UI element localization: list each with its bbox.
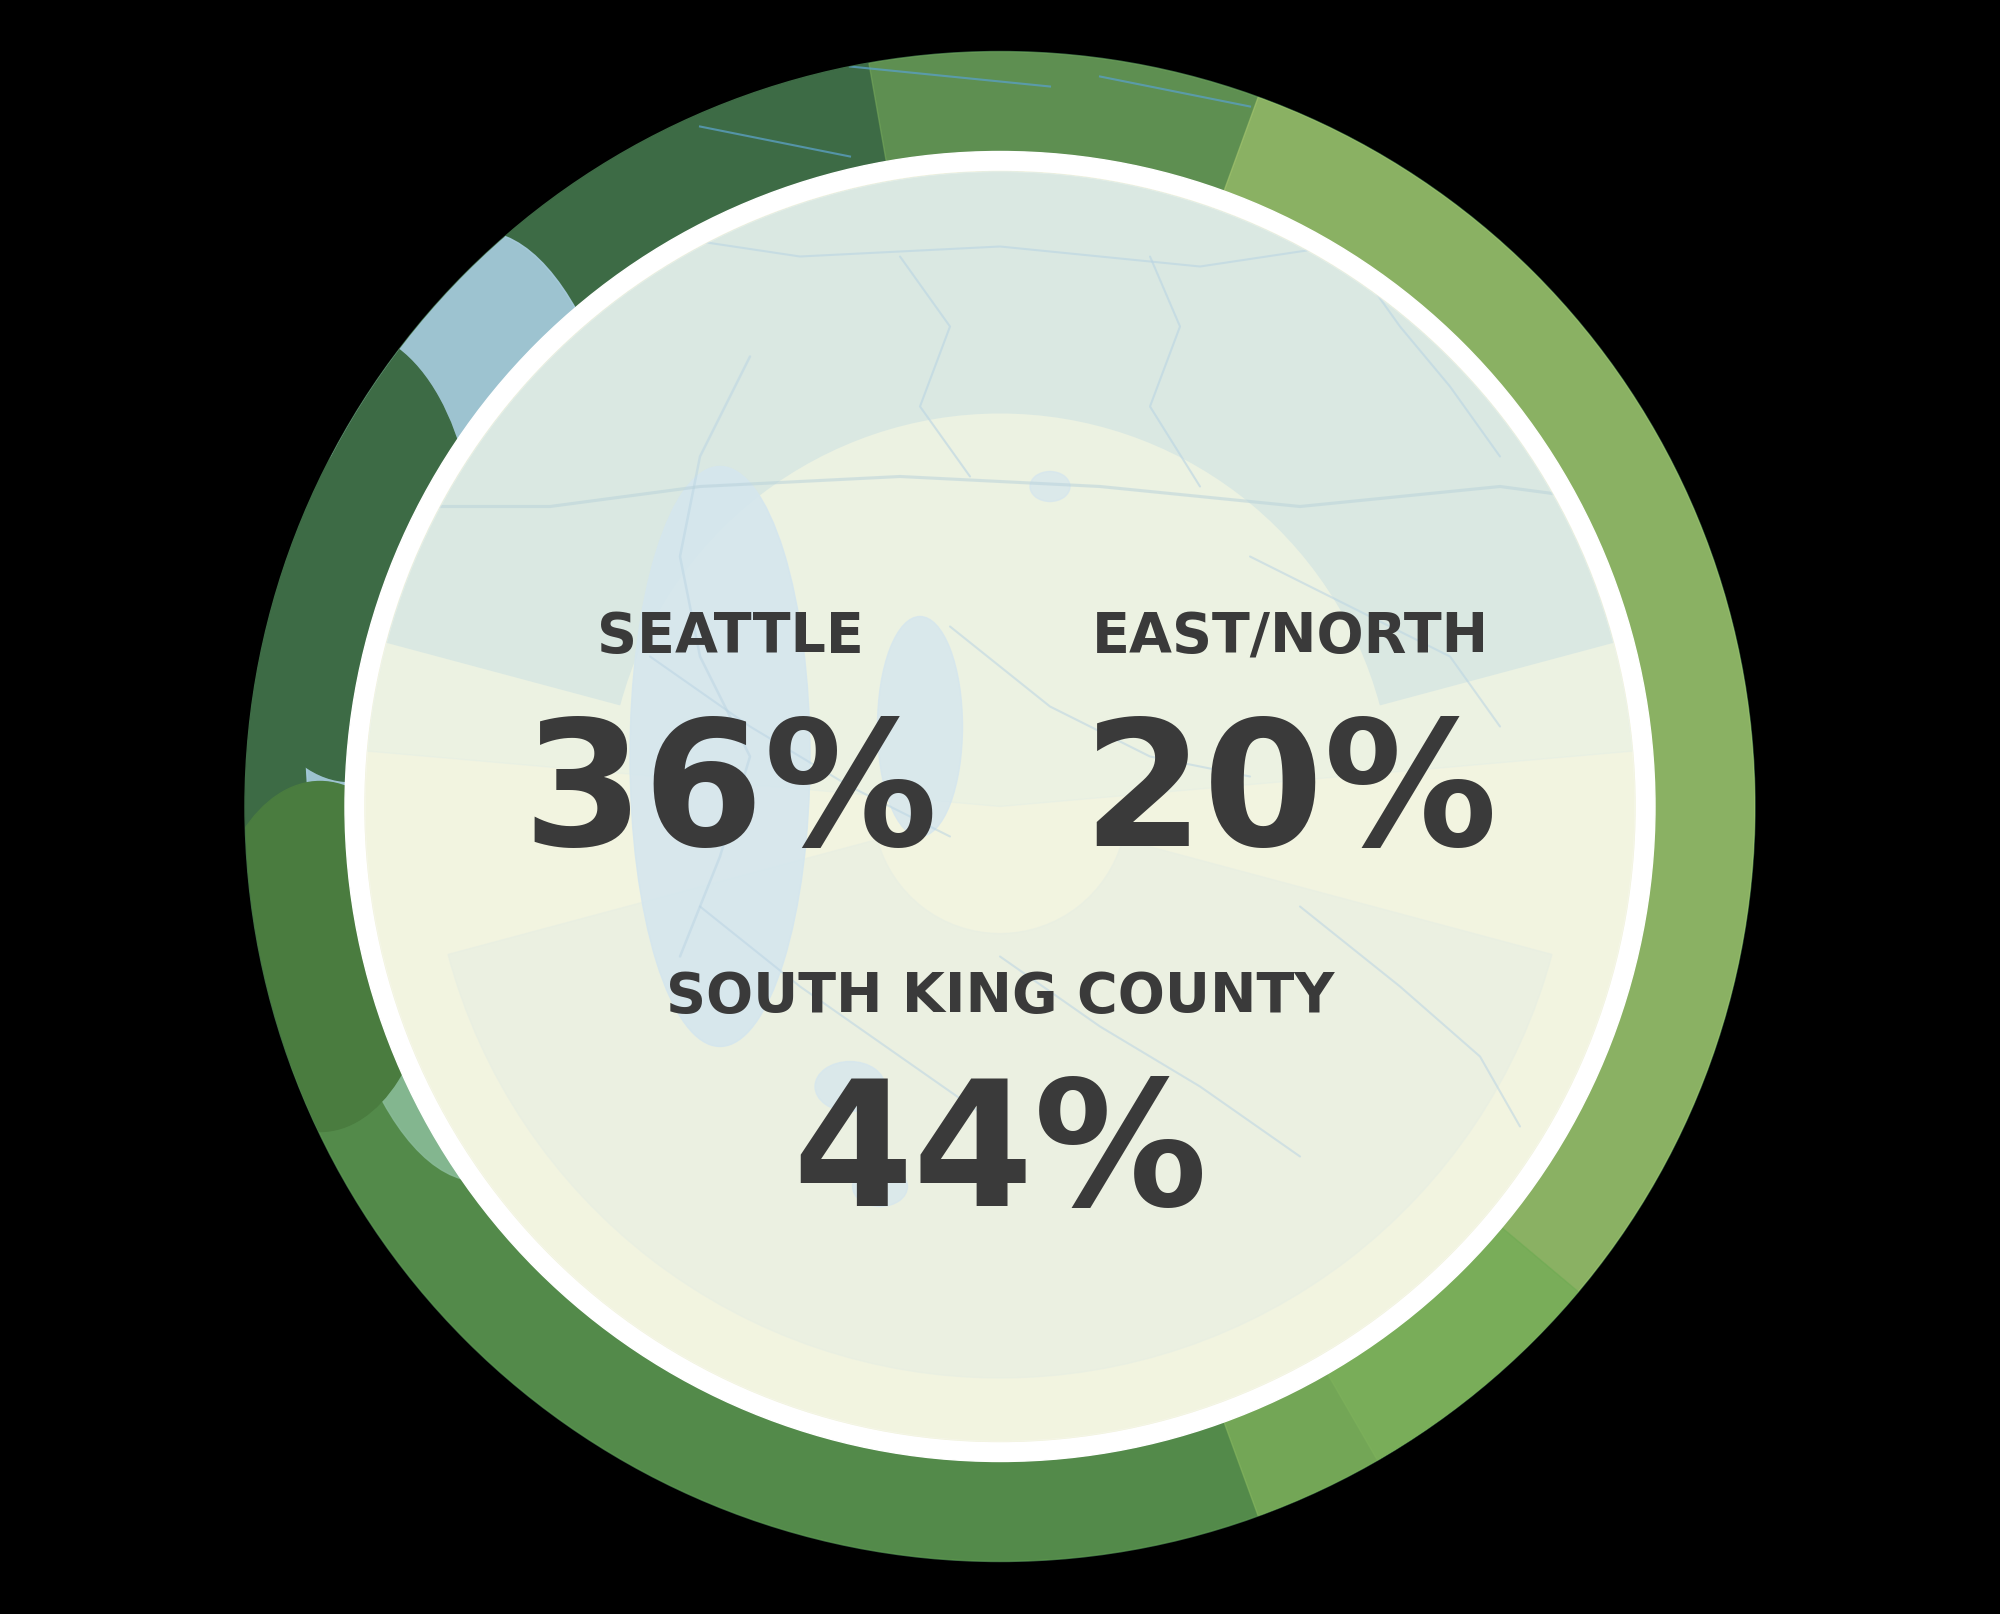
Wedge shape — [1182, 98, 1756, 1516]
Circle shape — [364, 173, 1636, 1441]
Wedge shape — [368, 173, 1632, 807]
Ellipse shape — [224, 332, 476, 783]
Wedge shape — [868, 53, 1754, 1461]
Ellipse shape — [816, 1062, 884, 1112]
Text: 20%: 20% — [1082, 712, 1498, 881]
Circle shape — [244, 53, 1756, 1561]
Ellipse shape — [304, 232, 656, 1181]
Wedge shape — [448, 839, 1552, 1378]
Text: SEATTLE: SEATTLE — [596, 610, 864, 663]
Ellipse shape — [630, 466, 810, 1047]
Ellipse shape — [210, 783, 430, 1131]
Text: 36%: 36% — [522, 712, 938, 881]
Ellipse shape — [852, 1167, 908, 1207]
Wedge shape — [386, 173, 1614, 705]
Text: SOUTH KING COUNTY: SOUTH KING COUNTY — [666, 970, 1334, 1023]
Ellipse shape — [878, 617, 962, 838]
Text: 44%: 44% — [792, 1072, 1208, 1241]
Circle shape — [346, 152, 1656, 1462]
Wedge shape — [290, 1004, 1578, 1561]
Circle shape — [364, 173, 1636, 1441]
Text: EAST/NORTH: EAST/NORTH — [1092, 610, 1488, 663]
Ellipse shape — [1030, 473, 1070, 502]
